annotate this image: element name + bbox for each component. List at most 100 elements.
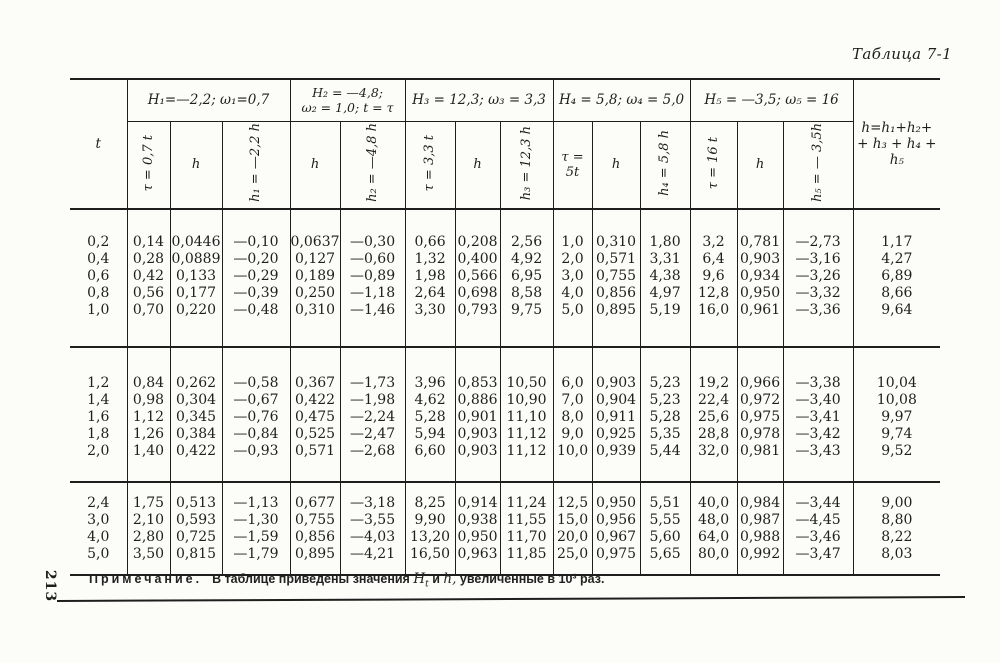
- table-cell: 8,03: [852, 546, 941, 576]
- table-cell: —4,03: [339, 529, 406, 546]
- table-row: 2,4 1,75 0,513 —1,13 0,677 —3,18 8,25 0,914 11,2…: [70, 482, 941, 512]
- table-cell: 5,94: [404, 426, 456, 443]
- table-cell: —3,32: [782, 285, 854, 302]
- table-cell: 6,89: [852, 268, 941, 285]
- table-cell: 0,975: [736, 409, 784, 426]
- table-row: 1,8 1,26 0,384 —0,84 0,525 —2,47 5,94 0,903 11,1…: [70, 426, 941, 443]
- col-header-h2: h₂ = —4,8 h: [339, 121, 406, 210]
- table-cell: 9,52: [852, 443, 941, 483]
- table-cell: 0,310: [591, 209, 641, 251]
- table-cell: 1,40: [126, 443, 170, 483]
- table-cell: 1,75: [126, 482, 170, 512]
- table-cell: 0,177: [169, 285, 222, 302]
- footnote-text-pre: В таблице приведены значения: [212, 572, 410, 586]
- table-cell: 0,0637: [289, 209, 341, 251]
- table-cell: 3,2: [689, 209, 738, 251]
- cell-t-value: 1,2: [87, 375, 110, 391]
- table-cell: 13,20: [404, 529, 456, 546]
- table-cell: 0,815: [169, 546, 222, 576]
- table-cell: 1,26: [126, 426, 170, 443]
- table-cell: 9,74: [852, 426, 941, 443]
- col-header-h3: h₃ = 12,3 h: [499, 121, 554, 210]
- table-cell: 2,56: [499, 209, 554, 251]
- table-cell: —1,59: [221, 529, 291, 546]
- table-cell: 0,961: [736, 302, 784, 348]
- table-cell: 0,220: [169, 302, 222, 348]
- table-cell: —3,44: [782, 482, 854, 512]
- table-cell: —0,76: [221, 409, 291, 426]
- table-cell: —0,30: [339, 209, 406, 251]
- table-cell: 5,28: [639, 409, 691, 426]
- table-cell: 3,50: [126, 546, 170, 576]
- table-cell: 80,0: [689, 546, 738, 576]
- table-cell: 28,8: [689, 426, 738, 443]
- table-cell: 0,677: [289, 482, 341, 512]
- col-header-tau-33t: τ = 3,3 t: [404, 121, 456, 210]
- table-cell: 6,0: [552, 347, 593, 392]
- table-cell: 0,525: [289, 426, 341, 443]
- table-row: 0,4 0,28 0,0889 —0,20 0,127 —0,60 1,32 0,400 4,9…: [70, 251, 941, 268]
- table-cell: 0,903: [591, 347, 641, 392]
- table-cell: —3,40: [782, 392, 854, 409]
- table-cell: 5,23: [639, 347, 691, 392]
- table-cell: 0,966: [736, 347, 784, 392]
- table-cell: 1,12: [126, 409, 170, 426]
- table-cell: 5,44: [639, 443, 691, 483]
- footnote-label: Примечание.: [89, 572, 203, 586]
- col-header-tau-5t: τ = 5t: [552, 121, 593, 210]
- table-row: 0,2 0,14 0,0446 —0,10 0,0637 —0,30 0,66 0,208 2,…: [70, 209, 941, 251]
- table-cell: 8,22: [852, 529, 941, 546]
- table-cell: —4,21: [339, 546, 406, 576]
- table-cell: 8,0: [552, 409, 593, 426]
- table-cell: 0,975: [591, 546, 641, 576]
- table-cell: 0,934: [736, 268, 784, 285]
- table-cell: 0,14: [126, 209, 170, 251]
- table-cell: 0,66: [404, 209, 456, 251]
- table-row: 2,0 1,40 0,422 —0,93 0,571 —2,68 6,60 0,903 11,1…: [70, 443, 941, 483]
- cell-t-value: 1,6: [87, 409, 110, 425]
- table-cell: 4,27: [852, 251, 941, 268]
- footnote-var-h: h,: [443, 571, 457, 587]
- table-cell: 0,84: [126, 347, 170, 392]
- table-cell: 0,42: [126, 268, 170, 285]
- table-row: 4,0 2,80 0,725 —1,59 0,856 —4,03 13,20 0,950 11,…: [70, 529, 941, 546]
- table-cell: 0,950: [454, 529, 501, 546]
- table-cell: 4,92: [499, 251, 554, 268]
- table-cell: —1,46: [339, 302, 406, 348]
- table-cell: 0,904: [591, 392, 641, 409]
- table-cell: —0,84: [221, 426, 291, 443]
- table-cell: 0,903: [454, 426, 501, 443]
- table-cell: 9,64: [852, 302, 941, 348]
- footnote: Примечание. В таблице приведены значения …: [89, 571, 604, 590]
- table-cell: 5,51: [639, 482, 691, 512]
- table-cell: 15,0: [552, 512, 593, 529]
- table-cell: 0,310: [289, 302, 341, 348]
- table-cell: 0,903: [454, 443, 501, 483]
- table-cell: 19,2: [689, 347, 738, 392]
- table-cell: 3,30: [404, 302, 456, 348]
- table-cell: 0,28: [126, 251, 170, 268]
- table-cell: 0,981: [736, 443, 784, 483]
- table-cell: 5,0: [552, 302, 593, 348]
- table-cell: 0,755: [591, 268, 641, 285]
- table-cell: 5,28: [404, 409, 456, 426]
- table-cell: 0,950: [591, 482, 641, 512]
- table-cell: —0,58: [221, 347, 291, 392]
- table-cell: 0,208: [454, 209, 501, 251]
- table-cell: 0,988: [736, 529, 784, 546]
- col-header-h-g1: h: [169, 121, 222, 210]
- table-cell: —3,26: [782, 268, 854, 285]
- table-cell: —2,24: [339, 409, 406, 426]
- table-caption: Таблица 7-1: [852, 45, 953, 63]
- table-cell: 11,10: [499, 409, 554, 426]
- table-cell: 5,19: [639, 302, 691, 348]
- table-cell: 12,8: [689, 285, 738, 302]
- table-cell: —4,45: [782, 512, 854, 529]
- cell-t-value: 2,0: [70, 443, 127, 483]
- table-row: 3,0 2,10 0,593 —1,30 0,755 —3,55 9,90 0,938 11,5…: [70, 512, 941, 529]
- table-cell: —3,18: [339, 482, 406, 512]
- group-header-5: H₅ = —3,5; ω₅ = 16: [689, 79, 854, 122]
- table-cell: 0,475: [289, 409, 341, 426]
- cell-t-value: 0,6: [87, 268, 110, 284]
